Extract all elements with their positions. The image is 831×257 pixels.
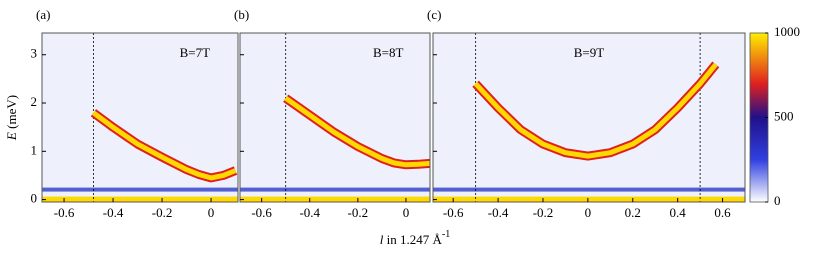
plot-frame (432, 32, 746, 203)
x-tick-label: 0 (208, 205, 215, 220)
x-tick-label: -0.2 (533, 205, 554, 220)
colorbar-tick-label: 0 (774, 193, 781, 208)
colorbar-tick-label: 500 (774, 108, 794, 123)
field-annotation: B=7T (180, 45, 211, 60)
x-tick-label: -0.4 (488, 205, 509, 220)
x-tick-label: 0 (585, 205, 592, 220)
plot-frame (41, 32, 239, 203)
x-axis-label-text: in 1.247 Å (383, 232, 442, 247)
y-axis-label-var: E (4, 132, 19, 141)
x-tick-label: -0.2 (348, 205, 369, 220)
y-axis-label-unit: (meV) (4, 95, 19, 132)
flat-band (240, 187, 430, 192)
field-annotation: B=8T (373, 45, 404, 60)
x-tick-label: -0.2 (152, 205, 173, 220)
elastic-line (433, 196, 745, 202)
dispersion-line (91, 110, 237, 181)
y-tick-label: 0 (31, 191, 38, 206)
x-tick-label: 0 (403, 205, 410, 220)
plot-frame (239, 32, 431, 203)
elastic-line (42, 196, 238, 202)
plot-background (240, 33, 430, 202)
field-annotation: B=9T (574, 45, 605, 60)
x-tick-label: 0.6 (714, 205, 731, 220)
x-tick-label: 0.2 (625, 205, 641, 220)
x-tick-label: -0.4 (103, 205, 124, 220)
x-axis-label: l in 1.247 Å-1 (380, 229, 450, 247)
elastic-line (240, 196, 430, 202)
x-axis-label-sup: -1 (442, 229, 450, 240)
colorbar-tick-label: 1000 (774, 24, 800, 39)
flat-band (42, 187, 238, 192)
x-tick-label: -0.6 (54, 205, 75, 220)
y-tick-label: 3 (31, 46, 38, 61)
y-tick-label: 1 (31, 142, 38, 157)
dispersion-line (473, 62, 718, 159)
panel-label: (a) (36, 7, 50, 22)
panel-label: (b) (234, 7, 249, 22)
x-tick-label: -0.6 (251, 205, 272, 220)
x-axis-label-var: l (380, 232, 384, 247)
x-tick-label: -0.6 (443, 205, 464, 220)
flat-band (433, 187, 745, 192)
panel-label: (c) (427, 7, 441, 22)
plot-background (433, 33, 745, 202)
x-tick-label: 0.4 (670, 205, 687, 220)
x-tick-label: -0.4 (299, 205, 320, 220)
dispersion-line (284, 96, 431, 168)
y-tick-label: 2 (31, 94, 38, 109)
y-axis-label: E (meV) (4, 95, 19, 141)
